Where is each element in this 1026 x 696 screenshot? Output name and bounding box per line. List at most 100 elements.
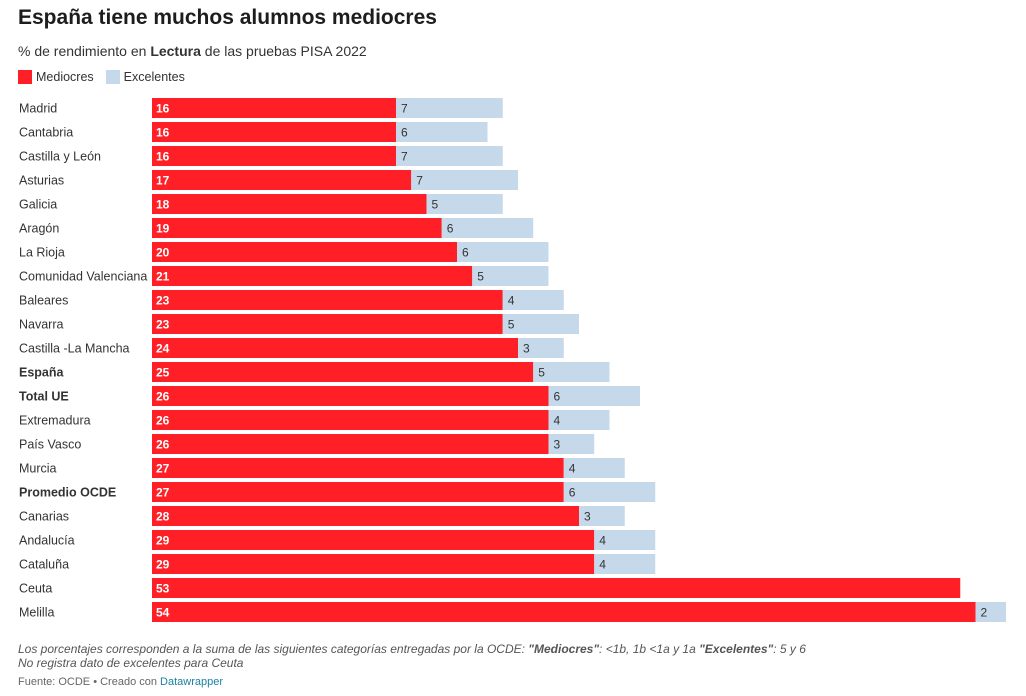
value-label-mediocres-promedio-ocde: 27 [156,486,170,500]
value-label-mediocres-cantabria: 16 [156,126,170,140]
bar-mediocres-espana [152,362,534,382]
value-label-mediocres-murcia: 27 [156,462,170,476]
bar-excelentes-murcia [563,458,625,478]
bar-chart: Madrid 16 7 Cantabria 16 6 Castilla y León 16 7 A… [19,98,1006,622]
bar-mediocres-extremadura [152,410,549,430]
bar-excelentes-promedio-ocde [563,482,656,502]
value-label-excelentes-galicia: 5 [432,198,439,212]
bar-excelentes-cataluna [594,554,656,574]
legend-label-excelentes: Excelentes [123,70,185,84]
value-label-mediocres-aragon: 19 [156,222,170,236]
category-label-andalucia: Andalucía [19,534,75,548]
value-label-excelentes-canarias: 3 [584,510,591,524]
note-line-2: No registra dato de excelentes para Ceut… [18,656,244,670]
bar-excelentes-baleares [502,290,564,310]
value-label-mediocres-navarra: 23 [156,318,170,332]
value-label-mediocres-extremadura: 26 [156,414,170,428]
category-label-murcia: Murcia [19,462,57,476]
value-label-mediocres-canarias: 28 [156,510,170,524]
category-label-castilla-la-mancha: Castilla -La Mancha [19,342,130,356]
chart-notes: Los porcentajes corresponden a la suma d… [18,642,806,670]
category-label-castilla-y-leon: Castilla y León [19,150,101,164]
bar-mediocres-cantabria [152,122,396,142]
value-label-excelentes-melilla: 2 [981,606,988,620]
value-label-mediocres-cataluna: 29 [156,558,170,572]
bar-mediocres-ceuta [152,578,961,598]
category-label-pais-vasco: País Vasco [19,438,81,452]
category-label-ceuta: Ceuta [19,582,52,596]
value-label-excelentes-castilla-la-mancha: 3 [523,342,530,356]
category-label-canarias: Canarias [19,510,69,524]
value-label-excelentes-promedio-ocde: 6 [569,486,576,500]
legend-label-mediocres: Mediocres [36,70,94,84]
bar-excelentes-madrid [396,98,503,118]
bar-excelentes-castilla-la-mancha [518,338,564,358]
bar-mediocres-murcia [152,458,564,478]
value-label-excelentes-comunidad-valenciana: 5 [477,270,484,284]
value-label-excelentes-asturias: 7 [416,174,423,188]
category-label-total-ue: Total UE [19,390,69,404]
value-label-excelentes-madrid: 7 [401,102,408,116]
category-label-navarra: Navarra [19,318,64,332]
value-label-excelentes-espana: 5 [538,366,545,380]
source-line: Fuente: OCDE • Creado con Datawrapper [18,676,224,688]
bar-mediocres-baleares [152,290,503,310]
value-label-mediocres-castilla-la-mancha: 24 [156,342,170,356]
category-label-promedio-ocde: Promedio OCDE [19,486,116,500]
bar-mediocres-la-rioja [152,242,457,262]
bar-excelentes-andalucia [594,530,656,550]
bar-mediocres-madrid [152,98,396,118]
legend-item-excelentes: Excelentes [105,70,185,84]
value-label-mediocres-la-rioja: 20 [156,246,170,260]
bar-mediocres-castilla-y-leon [152,146,396,166]
category-label-la-rioja: La Rioja [19,246,65,260]
bar-excelentes-comunidad-valenciana [472,266,549,286]
value-label-excelentes-cataluna: 4 [599,558,606,572]
value-label-mediocres-madrid: 16 [156,102,170,116]
bar-mediocres-pais-vasco [152,434,549,454]
bar-excelentes-cantabria [396,122,488,142]
value-label-excelentes-navarra: 5 [508,318,515,332]
value-label-excelentes-baleares: 4 [508,294,515,308]
value-label-mediocres-baleares: 23 [156,294,170,308]
category-label-galicia: Galicia [19,198,57,212]
value-label-excelentes-andalucia: 4 [599,534,606,548]
bar-excelentes-la-rioja [457,242,549,262]
bar-excelentes-melilla [975,602,1006,622]
value-label-excelentes-cantabria: 6 [401,126,408,140]
bar-excelentes-castilla-y-leon [396,146,503,166]
value-label-mediocres-espana: 25 [156,366,170,380]
value-label-mediocres-comunidad-valenciana: 21 [156,270,170,284]
bar-mediocres-andalucia [152,530,595,550]
bar-mediocres-comunidad-valenciana [152,266,473,286]
bar-mediocres-asturias [152,170,412,190]
datawrapper-link[interactable]: Datawrapper [160,676,224,688]
category-label-extremadura: Extremadura [19,414,91,428]
legend-swatch-excelentes [105,70,120,84]
note-line-1: Los porcentajes corresponden a la suma d… [18,642,806,656]
category-label-aragon: Aragón [19,222,59,236]
bar-excelentes-pais-vasco [548,434,595,454]
bar-excelentes-galicia [426,194,503,214]
bar-excelentes-navarra [502,314,579,334]
value-label-mediocres-asturias: 17 [156,174,170,188]
bar-mediocres-galicia [152,194,427,214]
bar-excelentes-canarias [579,506,625,526]
value-label-excelentes-aragon: 6 [447,222,454,236]
legend-item-mediocres: Mediocres [18,70,94,84]
bar-excelentes-aragon [441,218,534,238]
bar-mediocres-cataluna [152,554,595,574]
value-label-mediocres-ceuta: 53 [156,582,170,596]
category-label-cantabria: Cantabria [19,126,73,140]
bar-excelentes-asturias [411,170,518,190]
category-label-melilla: Melilla [19,606,54,620]
value-label-excelentes-pais-vasco: 3 [554,438,561,452]
chart-title: España tiene muchos alumnos mediocres [18,6,437,29]
chart-subtitle: % de rendimiento en Lectura de las prueb… [18,43,367,59]
category-label-comunidad-valenciana: Comunidad Valenciana [19,270,147,284]
bar-excelentes-espana [533,362,610,382]
category-label-cataluna: Cataluña [19,558,69,572]
category-label-espana: España [19,366,65,380]
value-label-excelentes-murcia: 4 [569,462,576,476]
category-label-madrid: Madrid [19,102,57,116]
